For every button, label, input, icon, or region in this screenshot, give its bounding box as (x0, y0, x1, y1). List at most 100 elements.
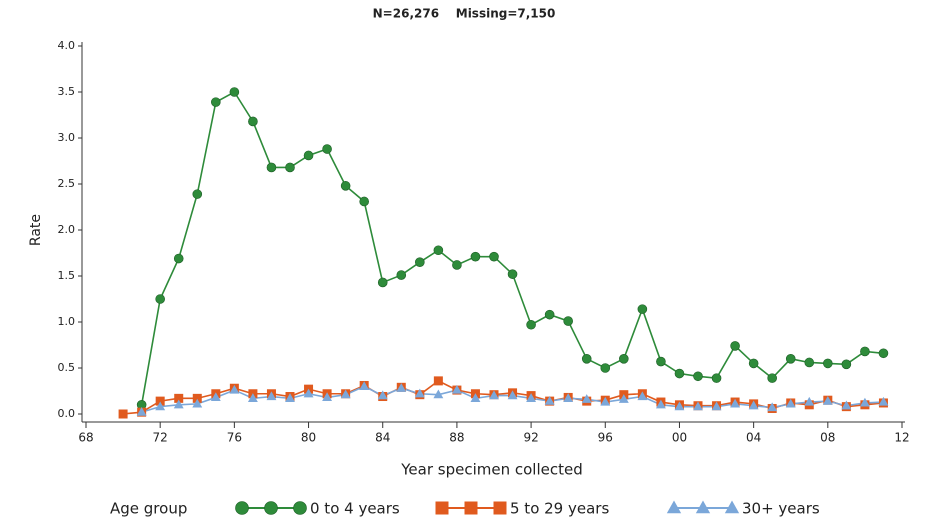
marker (619, 353, 629, 364)
marker (785, 398, 796, 408)
marker (174, 393, 184, 403)
marker (377, 390, 388, 400)
marker (878, 396, 889, 406)
marker (359, 381, 370, 390)
marker (693, 371, 703, 382)
marker (192, 189, 203, 199)
marker (730, 341, 740, 351)
marker (322, 144, 332, 154)
series-line (140, 90, 884, 405)
marker (804, 396, 815, 406)
x-tick-label: 00 (672, 431, 687, 445)
x-tick-label: 76 (227, 431, 242, 445)
marker (452, 260, 462, 270)
legend-marker (235, 501, 249, 515)
legend-marker (293, 501, 307, 515)
marker (340, 181, 351, 191)
marker (655, 399, 666, 409)
marker (785, 353, 796, 364)
marker (489, 251, 499, 262)
marker (303, 388, 314, 398)
marker (823, 358, 833, 369)
marker (359, 196, 369, 207)
marker (414, 388, 425, 398)
marker (322, 392, 333, 402)
marker (618, 394, 629, 403)
marker (544, 395, 555, 405)
x-tick-label: 04 (746, 431, 761, 445)
marker (674, 401, 685, 411)
legend-title: Age group (110, 500, 187, 518)
marker (600, 396, 611, 406)
x-tick-label: 92 (523, 431, 538, 445)
y-tick-label: 2.0 (58, 223, 76, 236)
marker (210, 392, 221, 402)
x-tick-label: 68 (78, 431, 93, 445)
marker (526, 319, 536, 330)
legend-marker (724, 500, 740, 514)
marker (470, 393, 481, 402)
x-axis-label: Year specimen collected (400, 461, 583, 479)
marker (563, 316, 573, 326)
x-tick-label: 88 (449, 431, 464, 445)
marker (581, 394, 592, 403)
y-tick-label: 3.5 (58, 85, 76, 98)
marker (266, 162, 277, 173)
chart-title: N=26,276 Missing=7,150 (373, 7, 556, 21)
marker (396, 383, 407, 392)
legend-marker (435, 501, 449, 515)
y-tick-label: 3.0 (58, 131, 76, 144)
legend-marker (695, 500, 711, 514)
legend-marker (666, 500, 682, 514)
marker (489, 390, 499, 400)
marker (118, 409, 128, 419)
marker (192, 393, 202, 403)
marker (693, 401, 703, 411)
marker (748, 400, 759, 410)
marker (340, 389, 351, 399)
legend-marker (493, 501, 507, 515)
legend-marker (464, 501, 478, 515)
marker (526, 393, 537, 402)
legend-label: 0 to 4 years (310, 500, 400, 518)
marker (136, 406, 147, 416)
marker (155, 396, 165, 406)
marker (841, 359, 852, 370)
marker (266, 391, 277, 401)
y-tick-label: 0.0 (58, 407, 76, 420)
marker (155, 294, 165, 304)
marker (433, 245, 444, 256)
marker (229, 87, 240, 97)
marker (878, 348, 889, 359)
marker (247, 393, 258, 402)
marker (711, 373, 722, 383)
marker (748, 358, 759, 369)
marker (637, 391, 648, 401)
marker (303, 150, 314, 161)
marker (581, 353, 592, 364)
marker (804, 357, 815, 368)
marker (767, 402, 778, 412)
legend-label: 30+ years (742, 500, 820, 518)
marker (173, 399, 184, 409)
marker (285, 162, 295, 173)
marker (637, 304, 648, 314)
marker (730, 398, 741, 408)
marker (563, 393, 574, 402)
x-tick-label: 72 (153, 431, 168, 445)
marker (451, 384, 462, 394)
marker (767, 373, 777, 383)
y-axis-label: Rate (28, 214, 44, 246)
marker (544, 309, 555, 320)
x-tick-label: 80 (301, 431, 316, 445)
marker (248, 116, 258, 127)
x-tick-label: 08 (820, 431, 835, 445)
x-tick-label: 12 (894, 431, 909, 445)
marker (822, 395, 833, 405)
marker (860, 346, 870, 357)
marker (285, 393, 295, 402)
marker (396, 270, 407, 280)
marker (173, 253, 184, 264)
x-tick-label: 84 (375, 431, 390, 445)
marker (211, 97, 221, 107)
